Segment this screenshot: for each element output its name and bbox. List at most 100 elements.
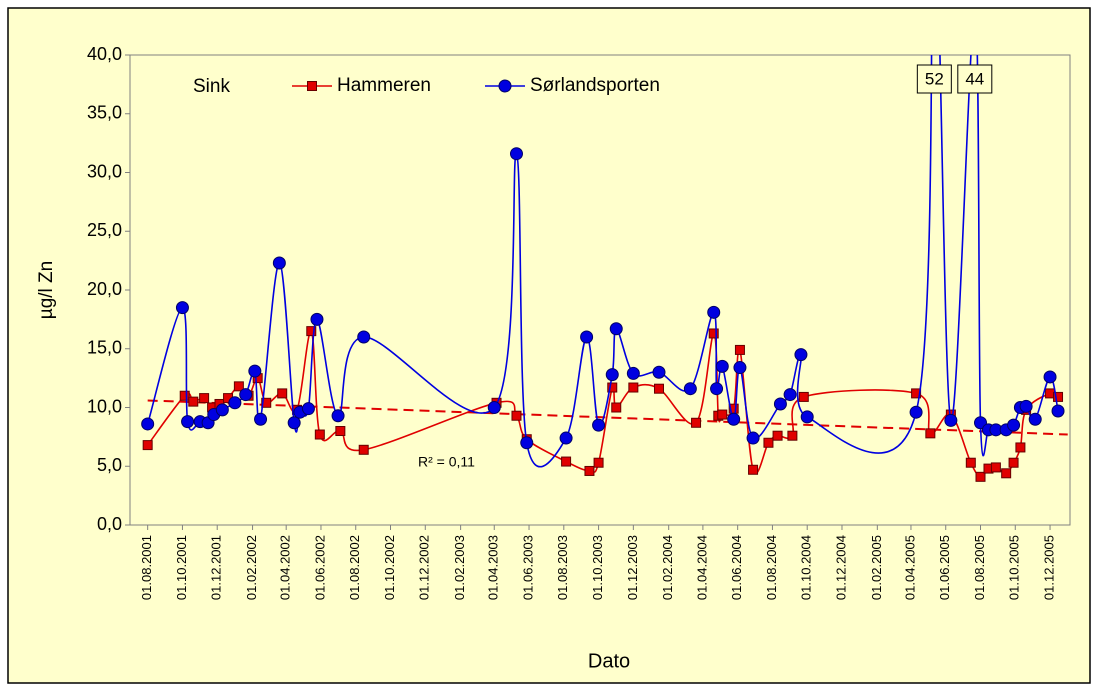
x-tick-label: 01.10.2002	[382, 535, 397, 600]
y-tick-label: 15,0	[87, 338, 122, 358]
point	[1043, 370, 1057, 384]
point	[239, 388, 253, 402]
x-tick-label: 01.06.2003	[520, 535, 535, 600]
x-tick-label: 01.04.2002	[278, 535, 293, 600]
y-tick-label: 30,0	[87, 161, 122, 181]
legend-marker	[307, 81, 317, 91]
point	[487, 401, 501, 414]
x-tick-label: 01.06.2002	[312, 535, 327, 600]
point	[335, 426, 346, 436]
plot-area	[129, 54, 1071, 526]
point	[727, 412, 741, 426]
point	[509, 147, 523, 161]
x-tick-label: 01.10.2004	[799, 535, 814, 600]
value-label-box	[916, 64, 952, 94]
point	[691, 417, 702, 428]
point	[248, 364, 262, 378]
value-label: 52	[925, 69, 944, 88]
point	[628, 382, 639, 393]
value-label-box	[957, 64, 993, 94]
point	[199, 393, 210, 404]
point	[357, 330, 371, 344]
point	[965, 457, 976, 468]
point	[331, 409, 345, 423]
x-tick-label: 01.06.2005	[937, 535, 952, 600]
point	[733, 361, 747, 375]
x-tick-label: 01.02.2005	[869, 535, 884, 600]
x-tick-label: 01.10.2005	[1007, 535, 1022, 600]
y-tick-label: 25,0	[87, 220, 122, 240]
point	[909, 405, 923, 419]
point	[607, 382, 618, 393]
point	[593, 457, 604, 468]
point	[580, 330, 594, 344]
point	[746, 431, 760, 445]
point	[794, 348, 808, 362]
point	[559, 431, 573, 445]
point	[306, 326, 317, 337]
point	[188, 396, 199, 407]
x-tick-label: 01.08.2001	[139, 535, 154, 600]
point	[287, 416, 301, 430]
point	[763, 437, 774, 448]
x-tick-label: 01.06.2004	[729, 535, 744, 600]
point	[611, 402, 622, 413]
point	[772, 430, 783, 441]
point	[310, 312, 324, 326]
legend-marker	[498, 79, 512, 93]
x-tick-label: 01.08.2005	[972, 535, 987, 600]
point	[181, 415, 195, 429]
y-tick-label: 0,0	[97, 514, 122, 534]
point	[653, 383, 664, 394]
x-tick-label: 01.10.2001	[174, 535, 189, 600]
y-tick-label: 40,0	[87, 44, 122, 64]
point	[975, 471, 986, 482]
x-tick-label: 01.08.2004	[764, 535, 779, 600]
x-tick-label: 01.08.2003	[555, 535, 570, 600]
point	[710, 382, 724, 396]
point	[141, 417, 155, 431]
point	[783, 388, 797, 402]
x-tick-label: 01.12.2001	[209, 535, 224, 600]
y-tick-label: 10,0	[87, 396, 122, 416]
point	[708, 328, 719, 339]
point	[609, 322, 623, 336]
plot-content	[141, 55, 1068, 482]
point	[261, 397, 272, 408]
point	[175, 301, 189, 315]
point	[800, 410, 814, 424]
point	[798, 391, 809, 402]
x-tick-label: 01.08.2002	[347, 535, 362, 600]
point	[773, 397, 787, 411]
x-axis-title: Dato	[588, 650, 630, 672]
point	[652, 365, 666, 379]
x-tick-label: 01.12.2005	[1041, 535, 1056, 600]
point	[233, 381, 244, 392]
point	[1015, 442, 1026, 453]
point	[626, 366, 640, 380]
point	[301, 402, 315, 416]
point	[215, 403, 229, 417]
point	[142, 440, 153, 451]
point	[228, 396, 242, 410]
point	[584, 465, 595, 476]
legend-label: Sørlandsporten	[530, 75, 660, 96]
point	[787, 430, 798, 441]
point	[1019, 399, 1033, 413]
trendline-label: R² = 0,11	[418, 454, 475, 470]
x-tick-label: 01.04.2005	[902, 535, 917, 600]
x-tick-label: 01.02.2003	[452, 535, 467, 600]
y-axis-title: µg/l Zn	[36, 261, 57, 319]
point	[1028, 412, 1042, 426]
point	[254, 412, 268, 426]
point	[179, 390, 190, 401]
point	[925, 428, 936, 439]
point	[748, 464, 759, 475]
point	[707, 305, 721, 319]
point	[1008, 457, 1019, 468]
x-tick-label: 01.10.2003	[590, 535, 605, 600]
point	[990, 462, 1001, 473]
y-tick-label: 5,0	[97, 455, 122, 475]
point	[717, 409, 728, 420]
